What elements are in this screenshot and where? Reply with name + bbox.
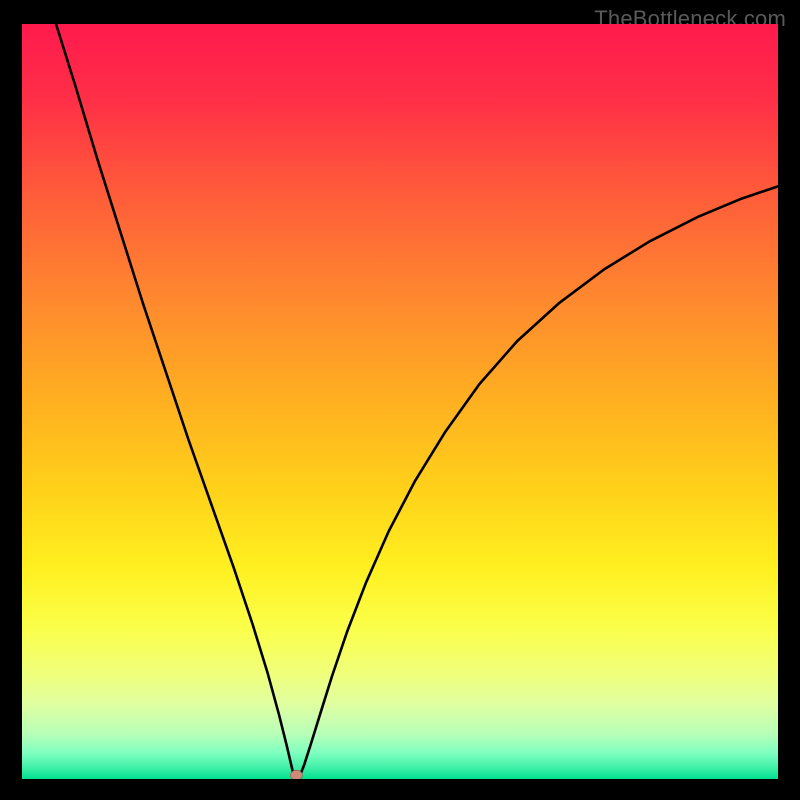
plot-area	[22, 24, 778, 779]
gradient-background	[22, 24, 778, 779]
plot-svg	[22, 24, 778, 779]
optimum-marker	[290, 770, 302, 779]
chart-frame: TheBottleneck.com	[0, 0, 800, 800]
